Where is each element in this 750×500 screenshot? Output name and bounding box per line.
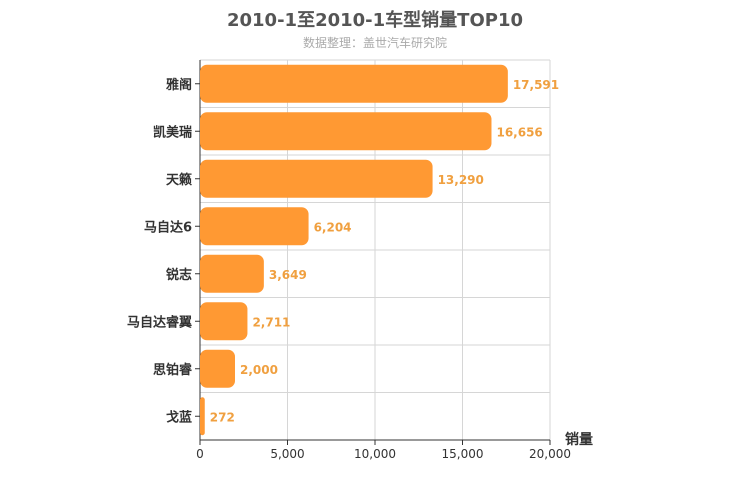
category-label: 天籁 — [166, 172, 192, 188]
bar-6 — [200, 302, 248, 341]
bar-8 — [200, 397, 205, 436]
x-tick-label: 5,000 — [270, 447, 304, 461]
x-tick-label: 20,000 — [529, 447, 571, 461]
value-label: 13,290 — [438, 173, 484, 187]
value-label: 6,204 — [314, 220, 352, 234]
x-tick-label: 0 — [196, 447, 204, 461]
x-tick-label: 10,000 — [354, 447, 396, 461]
category-label: 凯美瑞 — [153, 124, 192, 140]
bar-2 — [200, 112, 492, 151]
value-label: 2,711 — [252, 315, 290, 329]
x-tick-label: 15,000 — [442, 447, 484, 461]
value-label: 17,591 — [513, 78, 559, 92]
bar-1 — [200, 64, 508, 103]
chart-title: 2010-1至2010-1车型销量TOP10 — [226, 10, 523, 31]
bar-4 — [200, 207, 309, 246]
category-label: 雅阁 — [166, 77, 192, 93]
value-label: 2,000 — [240, 363, 278, 377]
bar-7 — [200, 349, 235, 388]
value-label: 272 — [210, 410, 235, 424]
category-label: 锐志 — [166, 267, 192, 283]
category-label: 马自达6 — [144, 219, 192, 235]
category-label: 思铂睿 — [153, 362, 193, 378]
value-label: 3,649 — [269, 268, 307, 282]
x-axis-title: 销量 — [565, 431, 593, 448]
category-label: 马自达睿翼 — [127, 314, 192, 330]
chart-subtitle: 数据整理：盖世汽车研究院 — [302, 36, 447, 50]
value-label: 16,656 — [496, 125, 542, 139]
bar-5 — [200, 254, 264, 293]
category-label: 戈蓝 — [166, 409, 192, 425]
bar-3 — [200, 159, 433, 198]
